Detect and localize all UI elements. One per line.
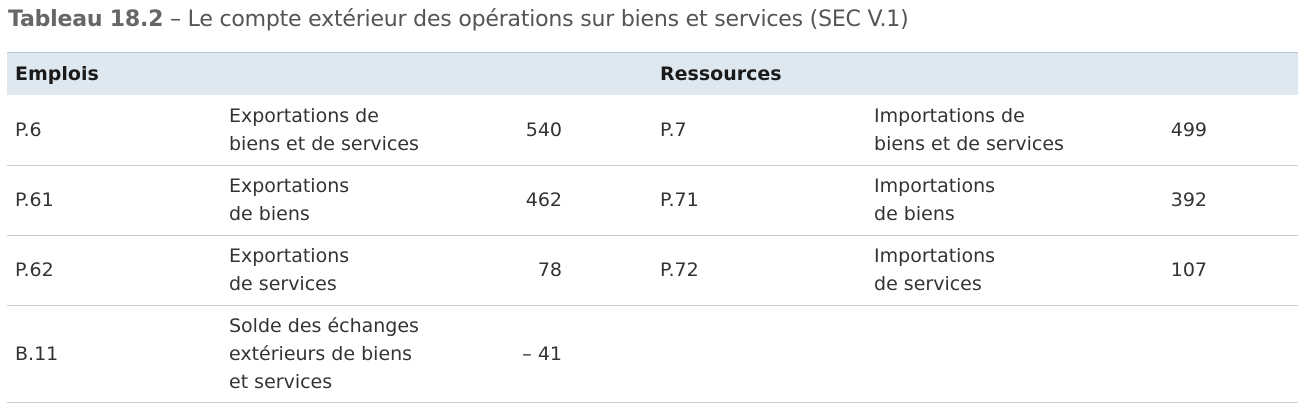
ressources-code: P.71 — [652, 165, 867, 236]
accounts-table: Emplois Ressources P.6 Exportations de bi… — [7, 52, 1299, 403]
column-gap — [1207, 305, 1299, 403]
label-line: et services — [229, 370, 333, 393]
emplois-code: P.62 — [7, 235, 221, 306]
emplois-value: 78 — [471, 235, 562, 306]
emplois-code: P.6 — [7, 95, 221, 166]
label-line: Exportations — [229, 175, 350, 197]
ressources-label: Importations de biens et de services — [866, 95, 1117, 166]
emplois-code: B.11 — [7, 305, 221, 403]
emplois-value: 462 — [471, 165, 562, 236]
label-line: Exportations — [229, 245, 350, 267]
column-gap — [1207, 235, 1299, 306]
table-row: B.11 Solde des échanges extérieurs de bie… — [7, 305, 1299, 403]
ressources-value — [1116, 305, 1208, 403]
emplois-label: Exportations de biens — [221, 165, 471, 236]
label-line: Exportations de — [229, 104, 379, 127]
table-number: Tableau 18.2 — [8, 7, 164, 32]
emplois-value: – 41 — [471, 305, 562, 403]
label-line: biens et de services — [229, 132, 419, 155]
ressources-code — [652, 305, 867, 403]
label-line: Importations — [874, 175, 996, 197]
ressources-value: 499 — [1116, 95, 1208, 166]
header-emplois: Emplois — [7, 52, 653, 95]
emplois-label: Exportations de services — [221, 235, 471, 306]
label-line: Solde des échanges — [229, 314, 419, 337]
ressources-label — [866, 305, 1117, 403]
emplois-value: 540 — [471, 95, 562, 166]
column-gap — [562, 235, 653, 306]
column-gap — [1207, 165, 1299, 236]
table-caption: Tableau 18.2 – Le compte extérieur des o… — [8, 7, 909, 32]
ressources-label: Importations de biens — [866, 165, 1117, 236]
column-gap — [562, 165, 653, 236]
ressources-code: P.7 — [652, 95, 867, 166]
ressources-label: Importations de services — [866, 235, 1117, 306]
label-line: extérieurs de biens — [229, 342, 413, 365]
label-line: de services — [229, 273, 337, 295]
table-row: P.61 Exportations de biens 462 P.71 Impor… — [7, 165, 1299, 236]
label-line: biens et de services — [874, 132, 1064, 155]
ressources-value: 392 — [1116, 165, 1208, 236]
label-line: de biens — [229, 203, 310, 225]
emplois-label: Exportations de biens et de services — [221, 95, 471, 166]
label-line: Importations — [874, 245, 996, 267]
header-ressources: Ressources — [652, 52, 1299, 95]
ressources-code: P.72 — [652, 235, 867, 306]
column-gap — [1207, 95, 1299, 166]
header-row: Emplois Ressources — [7, 52, 1299, 95]
table-row: P.6 Exportations de biens et de services … — [7, 95, 1299, 166]
label-line: de services — [874, 273, 982, 295]
table-row: P.62 Exportations de services 78 P.72 Imp… — [7, 235, 1299, 306]
ressources-value: 107 — [1116, 235, 1208, 306]
column-gap — [562, 305, 653, 403]
emplois-code: P.61 — [7, 165, 221, 236]
table-title: – Le compte extérieur des opérations sur… — [163, 7, 909, 32]
emplois-label: Solde des échanges extérieurs de biens et … — [221, 305, 471, 403]
label-line: Importations de — [874, 104, 1025, 127]
label-line: de biens — [874, 203, 955, 225]
column-gap — [562, 95, 653, 166]
